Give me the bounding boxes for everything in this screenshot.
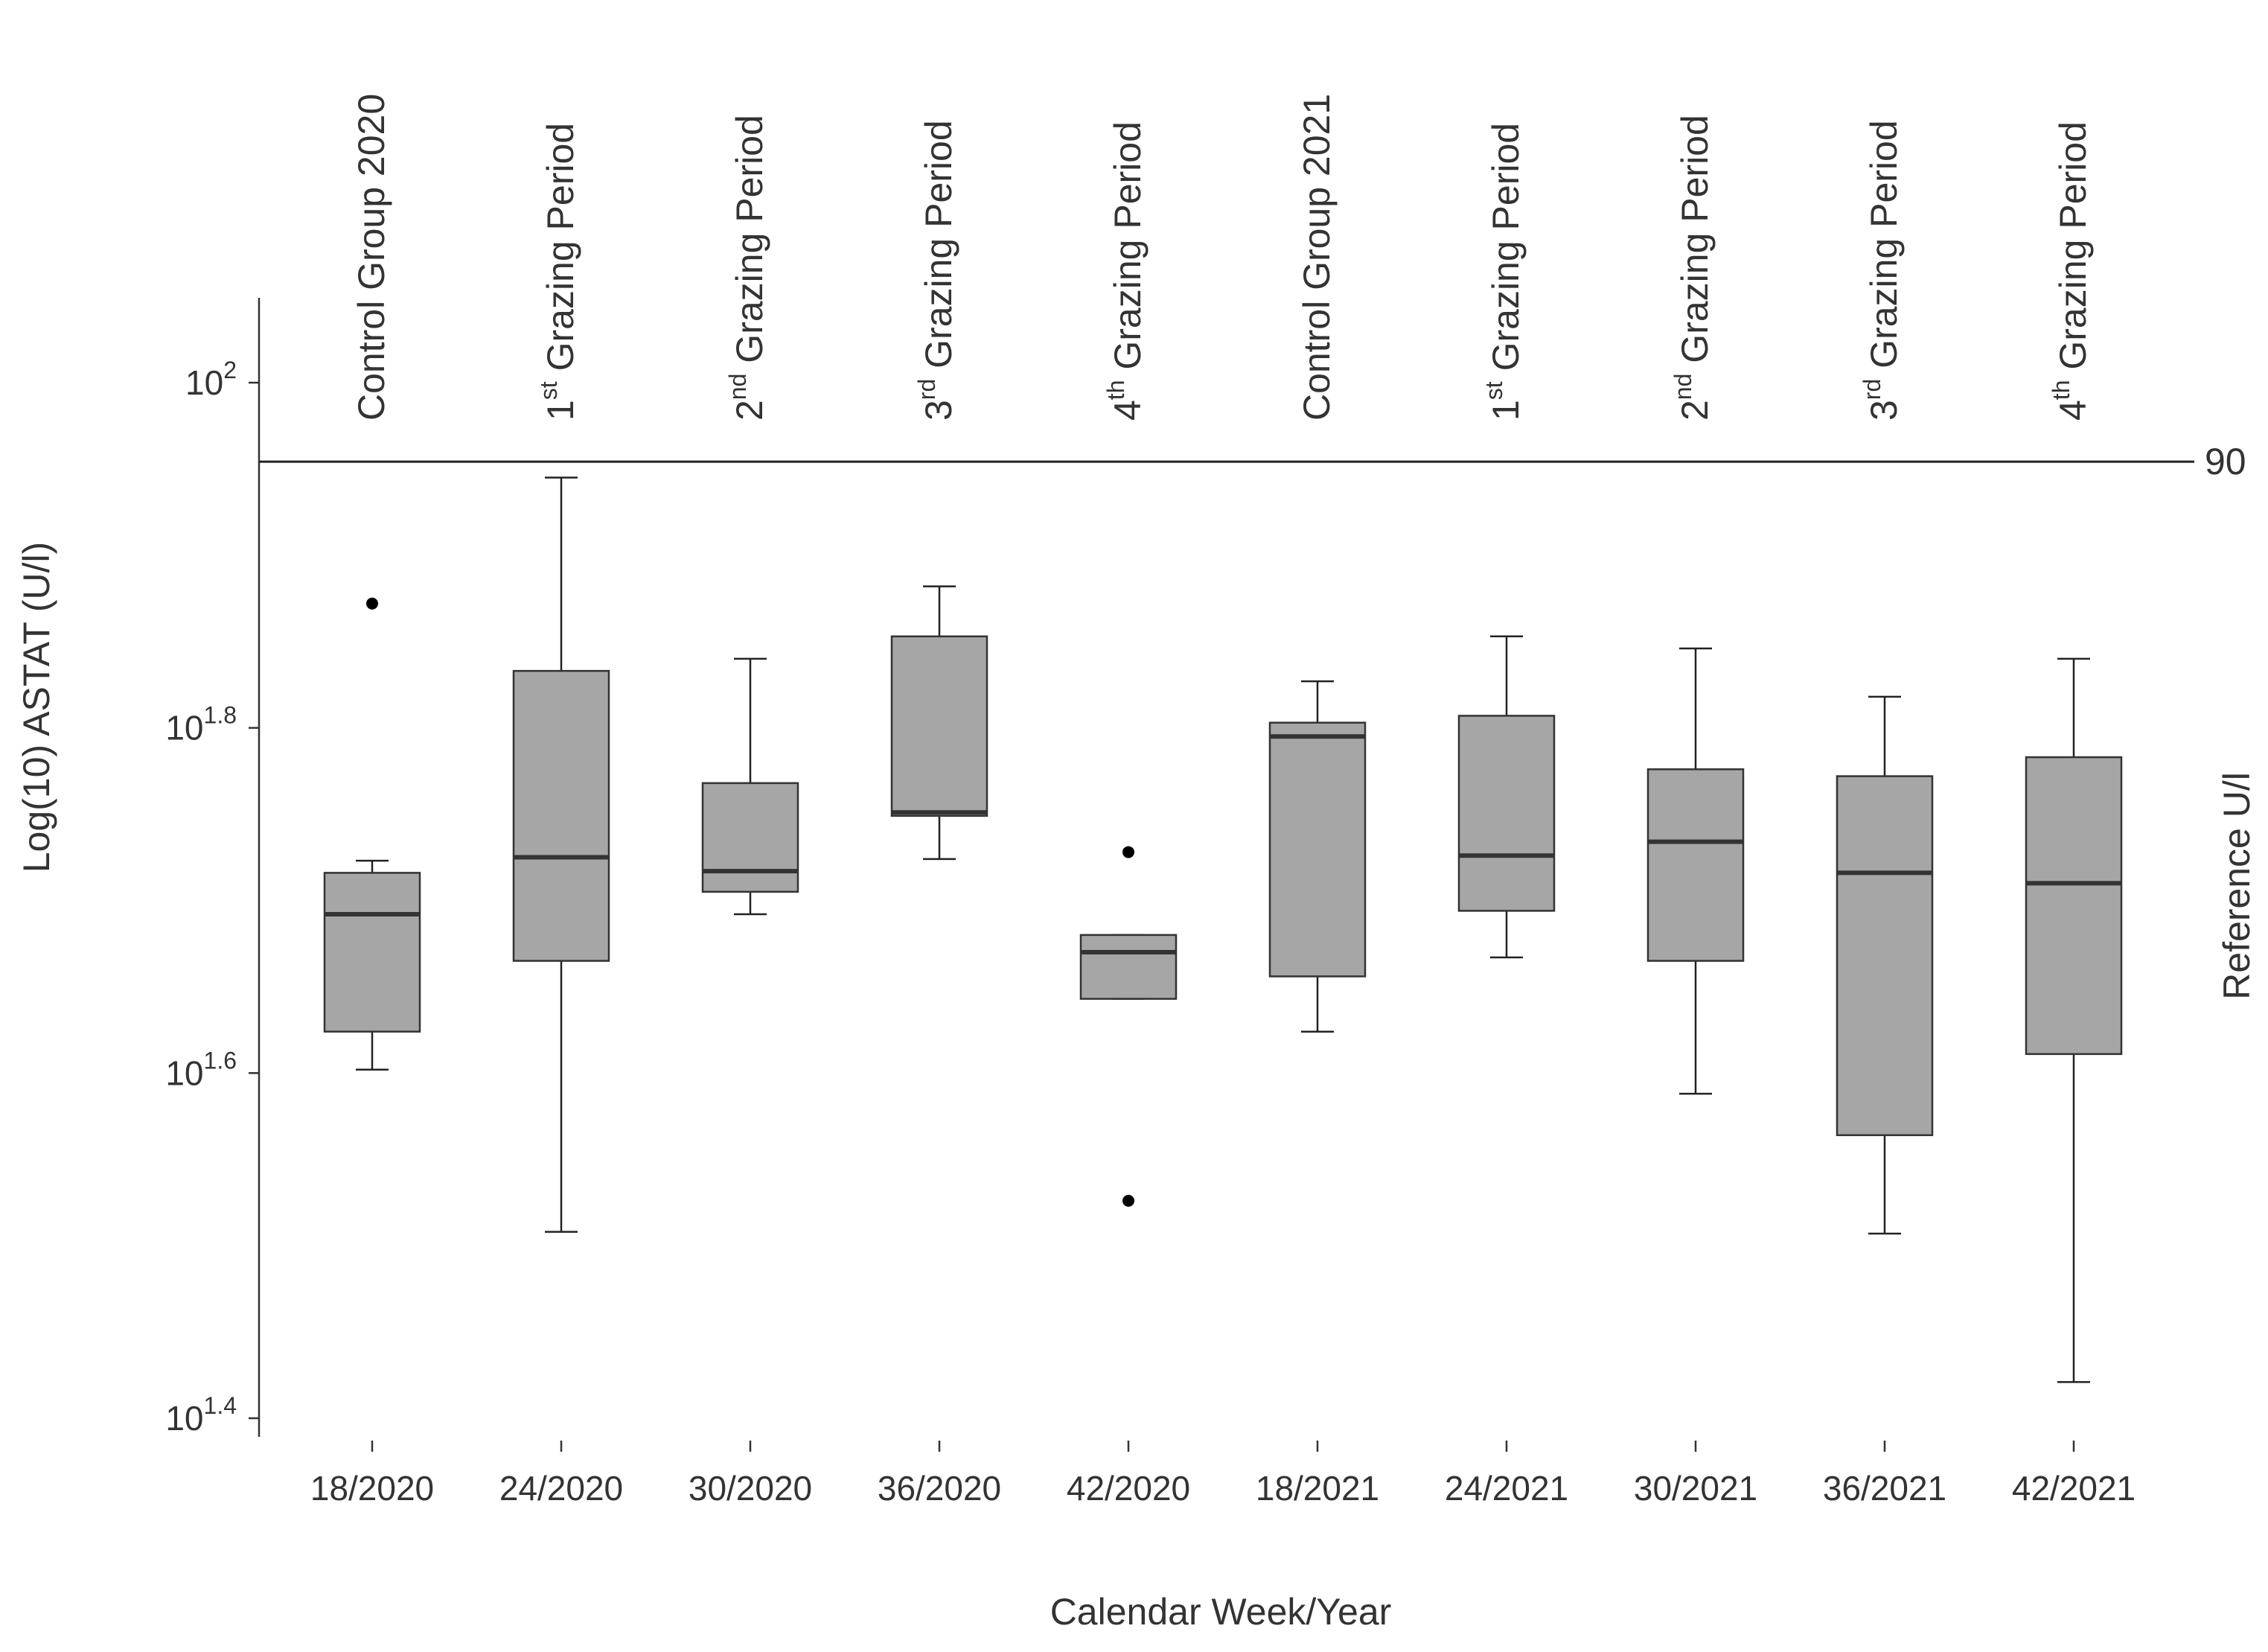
group-label: Control Group 2020 <box>351 94 392 421</box>
x-tick-label: 30/2021 <box>1634 1469 1757 1508</box>
y-tick-exponent: 2 <box>223 357 237 383</box>
reference-line-label: 90 <box>2205 441 2246 482</box>
group-label: 3rd Grazing Period <box>913 120 959 421</box>
group-label-text: Control Group 2021 <box>1296 94 1338 421</box>
group-label-superscript: nd <box>724 374 751 401</box>
group-label-superscript: th <box>2048 380 2074 401</box>
group-label-superscript: st <box>535 381 562 400</box>
y-tick-exponent: 1.6 <box>204 1047 237 1074</box>
box-42-2021 <box>2025 657 2123 1383</box>
group-label-superscript: nd <box>1670 374 1696 401</box>
y-tick-base: 10 <box>165 709 203 747</box>
x-tick-label: 42/2021 <box>2012 1469 2136 1508</box>
y-tick-base: 10 <box>165 1053 203 1092</box>
group-label-suffix: Grazing Period <box>918 120 959 378</box>
group-label-suffix: Grazing Period <box>1674 115 1716 373</box>
group-label-ordinal: 3 <box>918 400 959 421</box>
group-label-suffix: Grazing Period <box>1107 121 1149 380</box>
group-label: Control Group 2021 <box>1296 94 1338 421</box>
x-axis-title: Calendar Week/Year <box>1050 1591 1392 1633</box>
group-label-ordinal: 3 <box>1863 400 1905 421</box>
y-tick-label: 101.8 <box>165 702 237 747</box>
box-36-2020 <box>890 585 988 861</box>
iqr-box <box>1457 715 1556 912</box>
group-label-suffix: Grazing Period <box>540 123 581 381</box>
iqr-box <box>1079 934 1178 1000</box>
group-label-suffix: Grazing Period <box>1485 123 1527 381</box>
group-label: 4th Grazing Period <box>1102 121 1149 421</box>
group-label: 2nd Grazing Period <box>724 115 770 421</box>
y-tick-base: 10 <box>165 1399 203 1438</box>
labels-group: Control Group 2020 1st Grazing Period2nd … <box>351 94 2094 421</box>
y-tick-base: 10 <box>185 363 223 402</box>
x-tick-label: 36/2020 <box>878 1469 1001 1508</box>
x-tick-label: 24/2021 <box>1445 1469 1568 1508</box>
iqr-box <box>2025 756 2123 1056</box>
group-label-suffix: Grazing Period <box>729 115 770 373</box>
iqr-box <box>1646 768 1745 962</box>
x-tick-label: 18/2020 <box>310 1469 434 1508</box>
group-label-suffix: Grazing Period <box>2052 121 2094 380</box>
group-label-superscript: st <box>1480 381 1507 400</box>
group-label-ordinal: 4 <box>2052 400 2094 421</box>
box-18-2020 <box>323 597 421 1071</box>
group-label-suffix: Grazing Period <box>1863 120 1905 378</box>
right-axis-title: Reference U/l <box>2216 772 2258 1000</box>
outlier-point <box>1122 846 1134 858</box>
outlier-point <box>366 597 378 610</box>
box-42-2020 <box>1079 846 1178 1207</box>
box-18-2021 <box>1268 680 1367 1033</box>
x-tick-label: 18/2021 <box>1256 1469 1379 1508</box>
group-label: 1st Grazing Period <box>1480 123 1527 421</box>
group-label-text: Control Group 2020 <box>351 94 392 421</box>
box-36-2021 <box>1836 695 1934 1235</box>
x-tick-label: 30/2020 <box>689 1469 812 1508</box>
group-label-ordinal: 2 <box>1674 400 1716 421</box>
y-tick-label: 101.6 <box>165 1047 237 1092</box>
group-label-ordinal: 1 <box>1485 400 1527 421</box>
group-label: 1st Grazing Period <box>535 123 581 421</box>
x-tick-label: 42/2020 <box>1067 1469 1190 1508</box>
box-30-2020 <box>701 657 799 916</box>
iqr-box <box>1836 775 1934 1137</box>
box-30-2021 <box>1646 647 1745 1095</box>
y-tick-label: 102 <box>185 357 237 402</box>
group-label: 4th Grazing Period <box>2048 121 2094 421</box>
group-label-ordinal: 1 <box>540 400 581 421</box>
x-tick-label: 36/2021 <box>1823 1469 1946 1508</box>
group-label-ordinal: 2 <box>729 400 770 421</box>
iqr-box <box>323 872 421 1033</box>
iqr-box <box>890 635 988 817</box>
group-label-superscript: rd <box>1859 379 1885 400</box>
group-label-ordinal: 4 <box>1107 400 1149 421</box>
y-axis-title: Log(10) ASTAT (U/l) <box>16 542 57 873</box>
y-tick-label: 101.4 <box>165 1392 237 1438</box>
box-24-2020 <box>512 476 610 1233</box>
iqr-box <box>1268 721 1367 978</box>
boxes-group <box>323 476 2123 1383</box>
group-label-superscript: rd <box>913 379 940 400</box>
y-tick-exponent: 1.4 <box>204 1392 237 1419</box>
outlier-point <box>1122 1194 1134 1207</box>
group-label: 3rd Grazing Period <box>1859 120 1905 421</box>
group-label: 2nd Grazing Period <box>1670 115 1716 421</box>
x-tick-label: 24/2020 <box>499 1469 623 1508</box>
iqr-box <box>512 669 610 962</box>
iqr-box <box>701 782 799 893</box>
group-label-superscript: th <box>1102 380 1129 401</box>
y-tick-exponent: 1.8 <box>204 702 237 729</box>
box-24-2021 <box>1457 635 1556 959</box>
